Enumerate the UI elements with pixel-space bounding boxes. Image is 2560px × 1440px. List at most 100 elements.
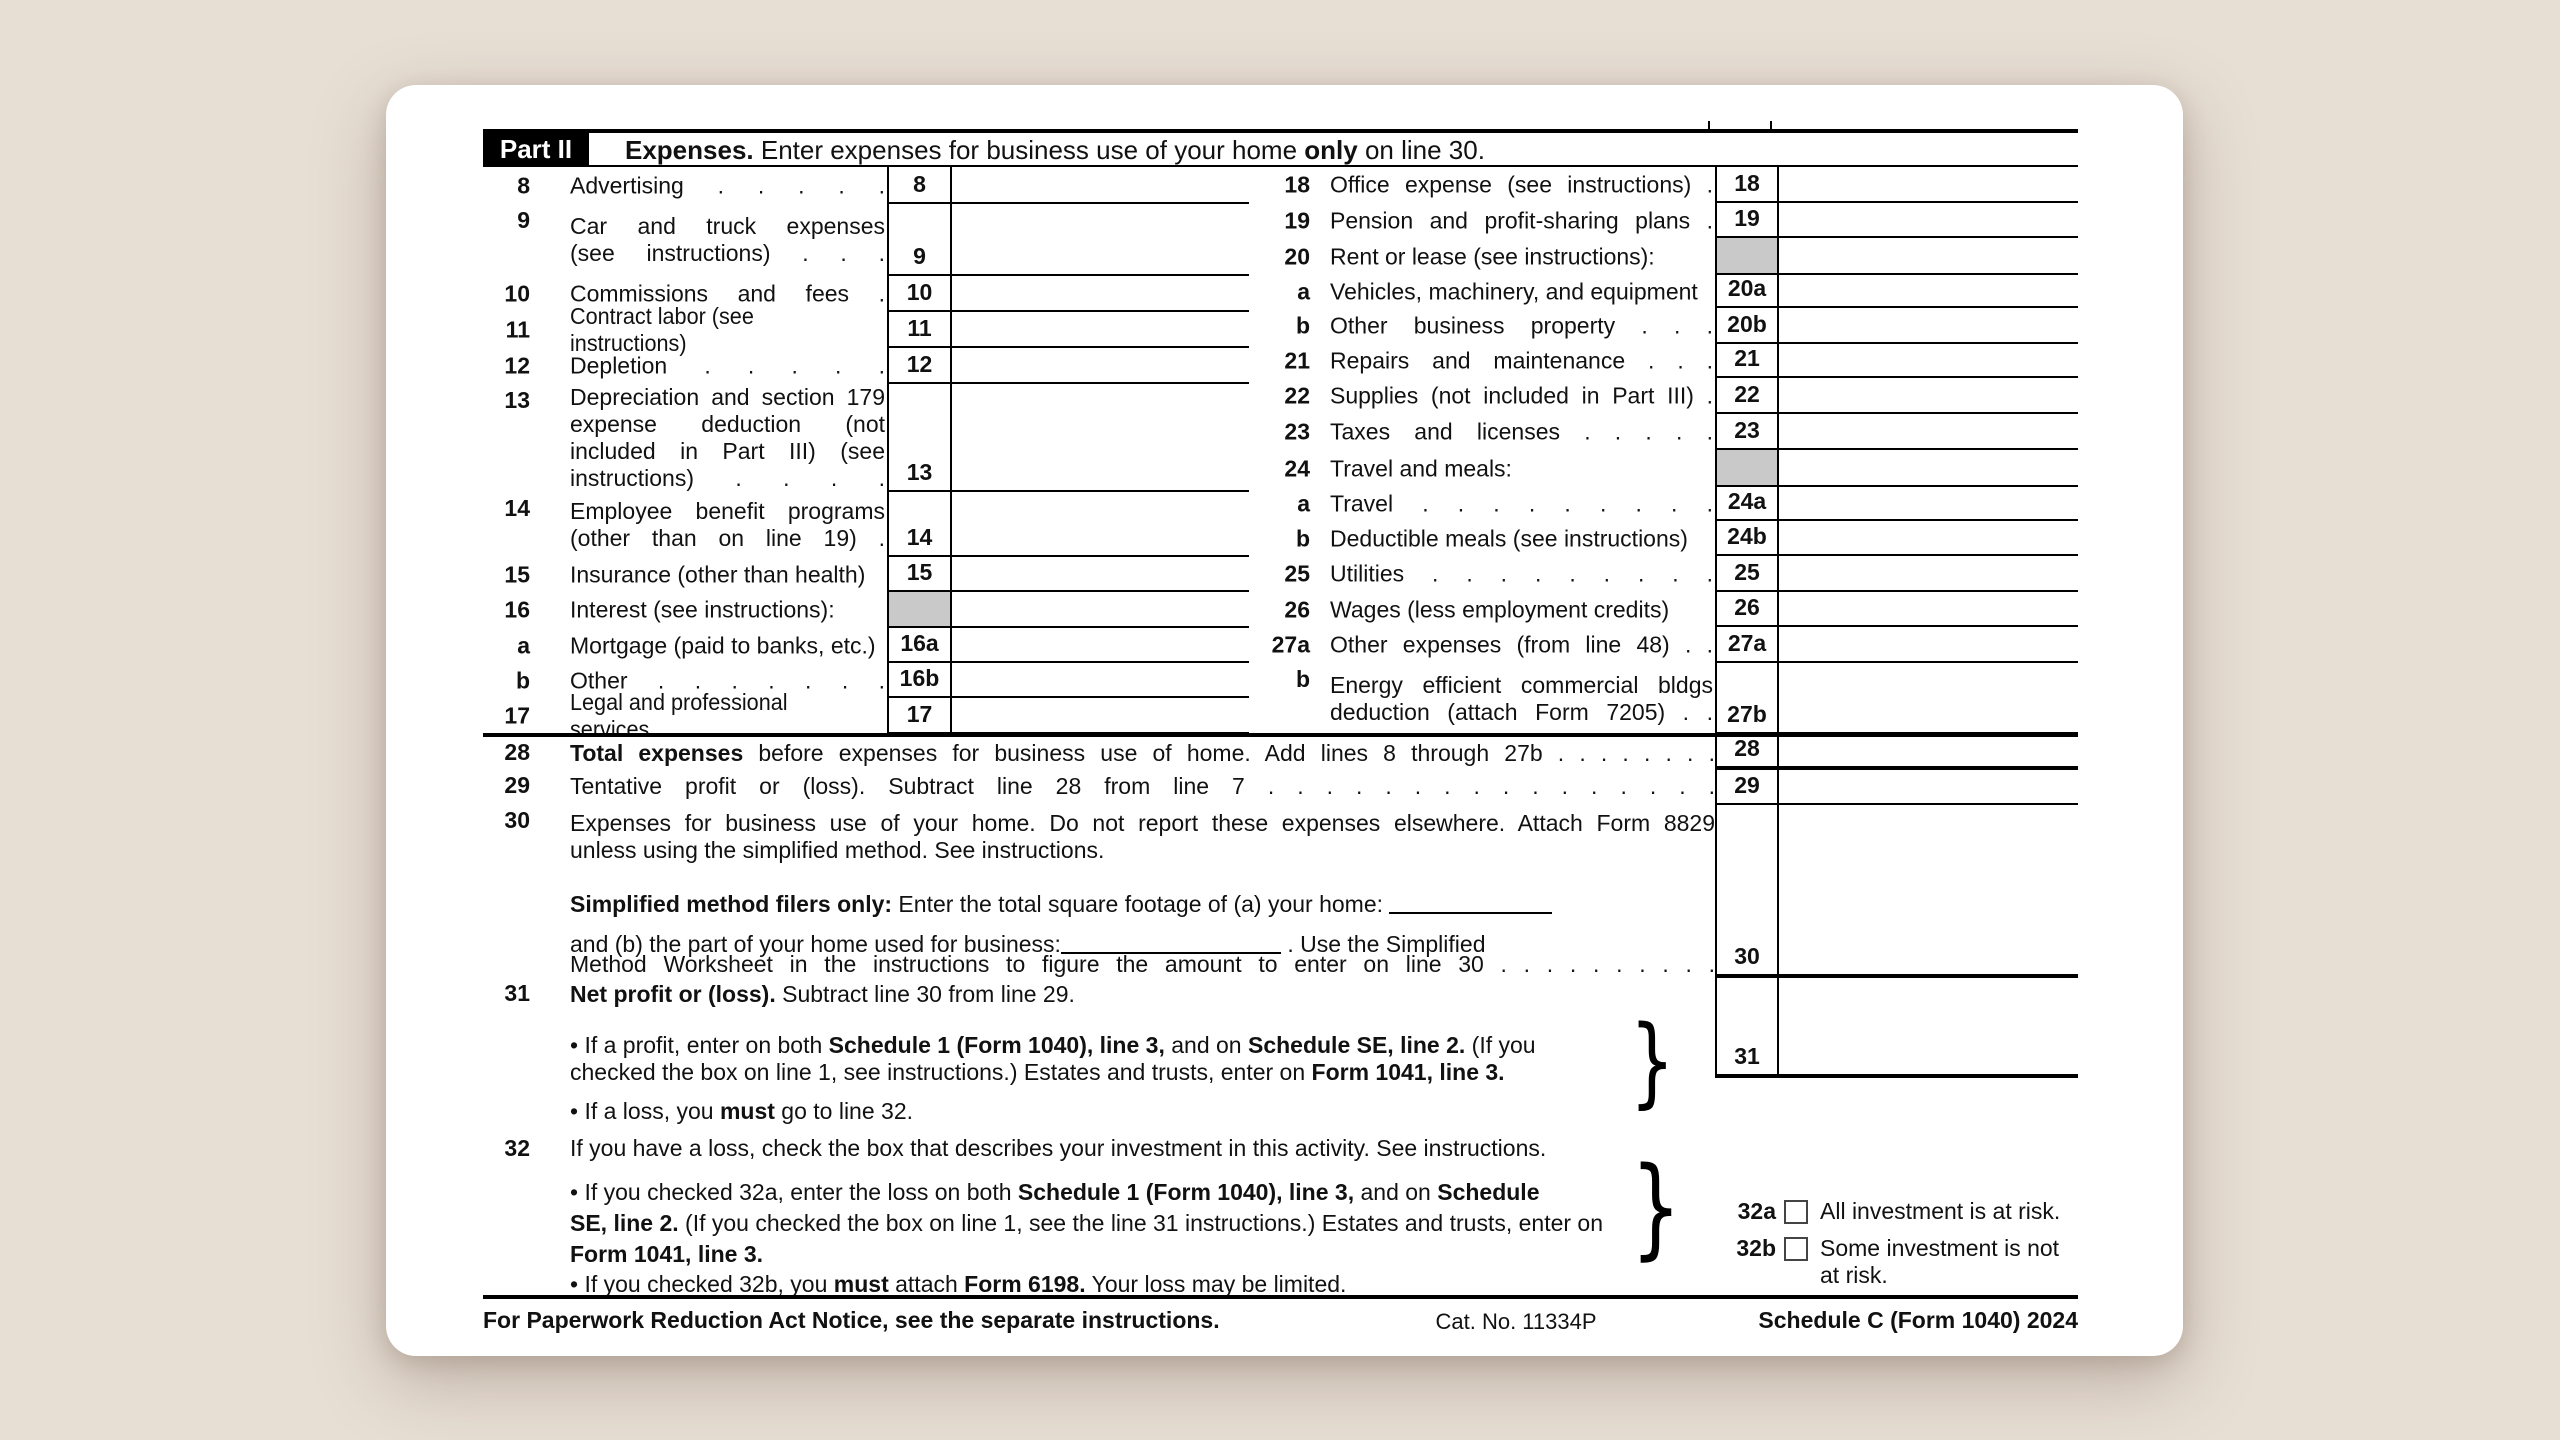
line-32-intro: If you have a loss, check the box that d…: [570, 1135, 1547, 1161]
box-number: 20a: [1715, 275, 1779, 308]
amount-field[interactable]: [952, 492, 1249, 557]
amount-field[interactable]: [1779, 737, 2078, 770]
amount-field[interactable]: [952, 348, 1249, 384]
box-number: 30: [1715, 805, 1779, 978]
line-30-simplified-line: Simplified method filers only: Enter the…: [570, 891, 1715, 918]
expense-row-16a: a Mortgage (paid to banks, etc.) 16a: [483, 628, 1249, 663]
amount-field[interactable]: [1779, 308, 2078, 344]
amount-field[interactable]: [952, 204, 1249, 276]
line-number: 14: [504, 495, 530, 521]
amount-field[interactable]: [1779, 275, 2078, 308]
row-label: Wages (less employment credits): [1330, 596, 1670, 622]
blank-entry-line[interactable]: [1060, 934, 1281, 954]
box-number: 24b: [1715, 521, 1779, 556]
box-number: 16b: [887, 663, 952, 698]
expense-row-27a: 27a Other expenses (from line 48) . . 27…: [1270, 627, 2078, 663]
part2-label: Part II: [483, 133, 589, 165]
line-number: 16: [504, 596, 530, 623]
amount-field[interactable]: [952, 628, 1249, 663]
amount-field[interactable]: [1779, 556, 2078, 592]
checkbox-all-investment[interactable]: [1784, 1200, 1808, 1224]
line-letter: a: [517, 632, 530, 658]
brace-line-32: }: [1630, 1143, 1682, 1271]
line-number: 26: [1284, 596, 1310, 622]
line-31-bullet-loss: • If a loss, you must go to line 32.: [570, 1098, 914, 1124]
amount-field[interactable]: [952, 384, 1249, 492]
amount-field[interactable]: [1779, 592, 2078, 627]
row-label: Vehicles, machinery, and equipment: [1330, 278, 1698, 304]
line-number: 23: [1284, 418, 1310, 445]
form-id: Schedule C (Form 1040) 2024: [1758, 1307, 2078, 1333]
box-number: 10: [887, 276, 952, 312]
box-number: 8: [887, 167, 952, 204]
expense-row-16b: b Other . . . . . . . 16b: [483, 663, 1249, 698]
row-label: Travel and meals:: [1330, 455, 1512, 481]
amount-field[interactable]: [1779, 378, 2078, 414]
amount-field[interactable]: [952, 167, 1249, 204]
amount-field[interactable]: [1779, 238, 2078, 275]
box-number: 24a: [1715, 487, 1779, 521]
line-number: 12: [504, 352, 530, 379]
expense-row-25: 25 Utilities . . . . . . . . . 25: [1270, 556, 2078, 592]
amount-field[interactable]: [1779, 414, 2078, 450]
line-number: 31: [504, 980, 530, 1006]
amount-field[interactable]: [1779, 663, 2078, 734]
row-label: Other expenses (from line 48) . .: [1330, 631, 1713, 658]
expense-row-13: 13 Depreciation and section 179 expense …: [483, 384, 1249, 492]
box-number: 27a: [1715, 627, 1779, 663]
amount-field[interactable]: [1779, 770, 2078, 805]
box-number: 12: [887, 348, 952, 384]
row-label: Office expense (see instructions) .: [1330, 171, 1713, 198]
box-number: 16a: [887, 628, 952, 663]
checkbox-number: 32a: [1737, 1198, 1776, 1224]
amount-field[interactable]: [1779, 521, 2078, 556]
amount-field[interactable]: [952, 312, 1249, 348]
line-number: 8: [517, 172, 530, 198]
box-number: 11: [887, 312, 952, 348]
line-number: 10: [504, 280, 530, 307]
line-number: 22: [1284, 382, 1310, 409]
amount-field[interactable]: [1779, 487, 2078, 521]
checkbox-some-investment[interactable]: [1784, 1237, 1808, 1261]
expense-row-14: 14 Employee benefit programs (other than…: [483, 492, 1249, 557]
line-number: 21: [1284, 347, 1310, 374]
row-label: Employee benefit programs (other than on…: [570, 497, 885, 551]
amount-field[interactable]: [1779, 978, 2078, 1078]
expense-row-8: 8 Advertising . . . . . 8: [483, 167, 1249, 204]
amount-field[interactable]: [1779, 805, 2078, 978]
expense-table-left: 8 Advertising . . . . . 8 9 Car and truc…: [483, 167, 1249, 742]
amount-field[interactable]: [1779, 450, 2078, 487]
expense-row-27b: b Energy efficient commercial bldgs dedu…: [1270, 663, 2078, 734]
amount-field[interactable]: [1779, 344, 2078, 378]
expense-row-23: 23 Taxes and licenses . . . . . 23: [1270, 414, 2078, 450]
box-number: 23: [1715, 414, 1779, 450]
line-30-row: 30 30: [483, 805, 2078, 978]
brace-line-31: }: [1629, 1005, 1675, 1119]
line-30-text-2: unless using the simplified method. See …: [570, 837, 1105, 863]
line-number: 25: [1284, 560, 1310, 587]
expense-row-10: 10 Commissions and fees . 10: [483, 276, 1249, 312]
amount-field[interactable]: [952, 698, 1249, 734]
amount-field[interactable]: [1779, 203, 2078, 238]
amount-field[interactable]: [952, 663, 1249, 698]
amount-field[interactable]: [952, 592, 1249, 628]
row-label: Interest (see instructions):: [570, 596, 835, 623]
line-number: 18: [1284, 171, 1310, 198]
line-30-worksheet-line: Method Worksheet in the instructions to …: [570, 951, 1715, 977]
expense-row-18: 18 Office expense (see instructions) . 1…: [1270, 167, 2078, 203]
expense-row-12: 12 Depletion . . . . . 12: [483, 348, 1249, 384]
amount-field[interactable]: [1779, 167, 2078, 203]
row-label: Repairs and maintenance . . .: [1330, 347, 1713, 374]
row-label: Total expenses before expenses for busin…: [570, 740, 1715, 766]
row-label: Travel . . . . . . . . .: [1330, 490, 1713, 517]
amount-field[interactable]: [1779, 627, 2078, 663]
box-number: 18: [1715, 167, 1779, 203]
line-letter: b: [1295, 525, 1310, 551]
expense-row-20a: a Vehicles, machinery, and equipment 20a: [1270, 275, 2078, 308]
line-letter: a: [1297, 490, 1310, 517]
checkbox-row-32a: 32a All investment is at risk.: [1724, 1198, 2060, 1225]
row-label: Other business property . . .: [1330, 312, 1713, 339]
amount-field[interactable]: [952, 557, 1249, 592]
blank-entry-line[interactable]: [1389, 894, 1553, 914]
amount-field[interactable]: [952, 276, 1249, 312]
